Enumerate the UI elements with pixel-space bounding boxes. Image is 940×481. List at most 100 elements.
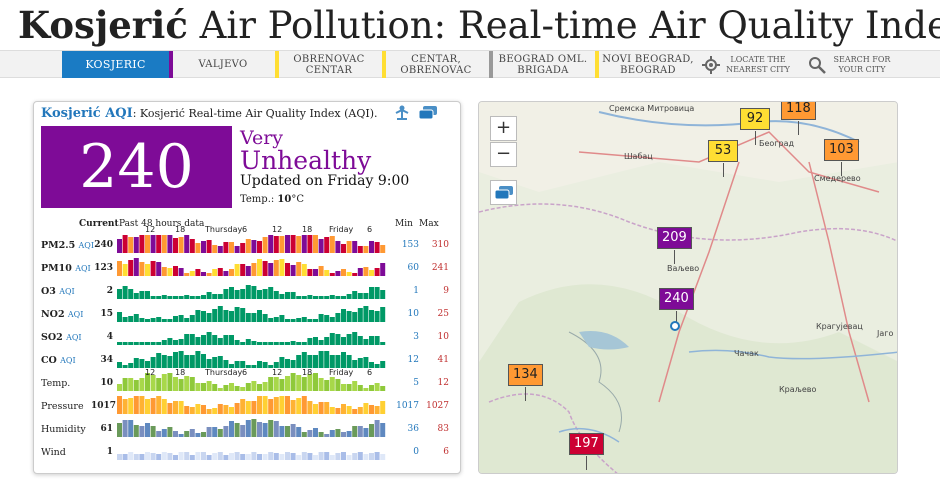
tab-kosjeric[interactable]: Kosjeric [62,51,169,78]
history-bar [363,454,369,460]
history-bar [133,358,139,368]
marker-value: 118 [786,101,811,116]
history-bar [167,338,173,345]
tab-color-bar [489,51,493,78]
row-current: 2 [106,286,113,296]
tab-beograd-oml-brigada[interactable]: Beograd Oml. Brigada [489,51,594,78]
zoom-out-button[interactable]: − [490,142,517,167]
history-bar [195,337,201,345]
history-bar [380,454,386,460]
history-bar [285,396,290,414]
aqi-marker[interactable]: 92 [740,108,770,145]
layers-button[interactable] [490,180,517,205]
history-bar [357,268,363,276]
history-bar [307,374,313,391]
row-max: 12 [437,378,449,388]
history-bar [122,342,128,345]
card-subtitle: : Kosjerić Real-time Air Quality Index (… [132,107,378,120]
history-bar [117,454,122,460]
aqi-marker[interactable]: 103 [824,139,859,176]
zoom-in-button[interactable]: + [490,116,517,141]
time-axis-label: 18 [175,225,186,234]
history-bar [195,383,201,391]
history-bar [217,338,223,345]
history-bar [128,289,134,299]
row-min: 36 [407,424,419,434]
history-bar [173,266,178,276]
history-bar [217,356,223,368]
history-bar [223,242,229,253]
history-bar [279,426,285,437]
history-bar [251,452,257,460]
tab-valjevo[interactable]: Valjevo [169,51,274,78]
history-bar [145,291,150,299]
history-bar [212,335,218,345]
history-sparkline [117,332,386,345]
history-bar [117,362,122,368]
history-sparkline [117,235,386,253]
row-max: 310 [431,240,449,250]
history-bar [369,424,374,437]
history-bar [161,319,167,322]
history-bar [184,318,190,322]
history-bar [290,235,296,253]
row-min: 5 [413,378,419,388]
history-bar [262,423,268,437]
history-bar [318,340,324,345]
aqi-marker[interactable]: 197 [569,433,604,470]
history-bar [374,383,380,391]
city-nav: Kosjeric Valjevo Obrenovac Centar Centar… [0,50,940,78]
row-current: 34 [100,355,113,365]
history-bar [318,239,324,253]
aqi-card: Kosjerić AQI: Kosjerić Real-time Air Qua… [33,101,461,474]
row-label: NO2 [41,309,65,320]
history-bar [273,362,279,368]
history-bar [307,430,313,437]
tab-novi-beograd[interactable]: Novi Beograd, Beograd [595,51,698,78]
history-bar [268,263,274,276]
history-bar [357,293,363,299]
share-icon[interactable] [392,105,412,121]
history-bar [341,309,346,322]
history-bar [346,455,352,460]
tab-obrenovac-centar[interactable]: Obrenovac Centar [275,51,380,78]
row-max: 241 [431,263,449,273]
history-bar [145,423,150,437]
history-bar [206,292,212,299]
widget-icon[interactable] [418,105,438,121]
history-bar [380,361,386,368]
aqi-marker[interactable]: 134 [508,364,543,401]
row-name: CO AQI [41,355,76,366]
tab-centar-obrenovac[interactable]: Centar, Obrenovac [382,51,487,78]
history-bar [156,431,162,437]
history-bar [357,426,363,437]
history-bar [117,384,122,391]
history-bar [346,384,352,391]
aqi-marker-current[interactable]: 240 [659,288,694,325]
row-name: O3 AQI [41,286,75,297]
row-label: PM2.5 [41,240,76,251]
history-bar [357,308,363,322]
locate-nearest-button[interactable]: Locate the nearest city [702,51,804,78]
history-bar [133,454,139,460]
aqi-marker[interactable]: 209 [657,227,692,264]
map-view[interactable]: + − Сремска Митровица Шабац Ваљево Смеде… [478,101,898,474]
history-bar [346,311,352,322]
aqi-marker[interactable]: 53 [708,140,738,177]
history-bar [189,239,195,253]
history-bar [313,355,318,368]
history-bar [369,241,374,253]
history-bar [268,318,274,322]
history-bar [150,235,156,253]
history-bar [363,388,369,391]
aqi-marker[interactable]: 118 [781,101,816,135]
history-bar [133,258,139,276]
history-bar [117,423,122,437]
history-bar [352,241,358,253]
history-bar [296,236,302,253]
aqi-value-box: 240 [41,126,232,208]
history-bar [178,452,184,460]
search-city-button[interactable]: Search for your city [808,51,908,78]
history-bar [117,261,122,276]
history-bar [352,409,358,414]
